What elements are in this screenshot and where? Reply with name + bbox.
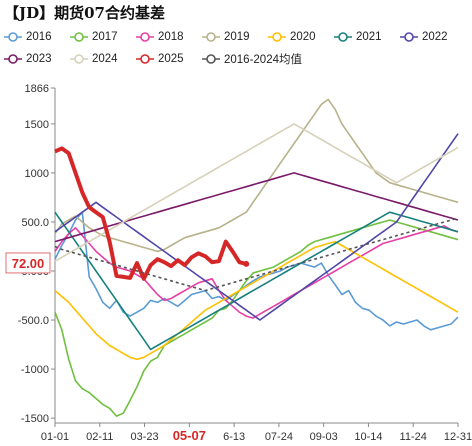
legend-label: 2025 <box>158 53 184 65</box>
legend-label: 2016-2024均值 <box>224 54 302 66</box>
legend-label: 2016 <box>26 31 52 43</box>
legend-swatch-icon <box>202 32 220 42</box>
series-line-2020 <box>54 240 459 361</box>
legend: 2016 2017 2018 2019 2020 2021 2022 2023 2024 2025… <box>0 28 472 74</box>
legend-item[interactable]: 2023 <box>4 50 52 68</box>
series-line-2016-2024均值 <box>54 217 459 292</box>
legend-item[interactable]: 2025 <box>136 50 184 68</box>
y-tick-label: -1500 <box>21 413 49 425</box>
x-tick-label: 02-11 <box>86 431 113 443</box>
series-line-2024 <box>54 123 459 262</box>
series-line-2019 <box>54 98 459 253</box>
x-tick-label: 11-24 <box>400 431 427 443</box>
x-tick-label: 01-01 <box>41 431 69 443</box>
legend-label: 2020 <box>290 31 316 43</box>
legend-label: 2023 <box>26 53 52 65</box>
latest-value-label: 72.00 <box>12 256 45 271</box>
legend-label: 2021 <box>356 31 382 43</box>
legend-label: 2018 <box>158 31 184 43</box>
legend-swatch-icon <box>268 32 286 42</box>
y-tick-label: -1000 <box>21 364 49 376</box>
legend-swatch-icon <box>70 32 88 42</box>
legend-swatch-icon <box>70 54 88 64</box>
legend-label: 2024 <box>92 53 118 65</box>
legend-swatch-icon <box>202 54 220 64</box>
y-tick-label: 1866 <box>25 83 49 95</box>
legend-label: 2022 <box>422 31 448 43</box>
x-tick-label: 03-23 <box>130 431 158 443</box>
legend-item[interactable]: 2022 <box>400 28 448 46</box>
legend-item[interactable]: 2021 <box>334 28 382 46</box>
series-line-2025 <box>54 146 247 281</box>
x-tick-label: 12-31 <box>444 431 472 443</box>
series-line-2016 <box>54 211 459 331</box>
legend-item[interactable]: 2024 <box>70 50 118 68</box>
legend-swatch-icon <box>136 32 154 42</box>
x-tick-label: 07-24 <box>265 431 293 443</box>
legend-swatch-icon <box>334 32 352 42</box>
latest-value-box <box>5 252 51 274</box>
y-tick-label: 1500 <box>25 119 49 131</box>
y-tick-label: -500.0 <box>18 315 49 327</box>
series-line-2017 <box>54 219 459 417</box>
chart-title: 【JD】期货07合约基差 <box>4 4 165 22</box>
series-line-2023 <box>54 172 459 243</box>
legend-item[interactable]: 2019 <box>202 28 250 46</box>
legend-item[interactable]: 2020 <box>268 28 316 46</box>
legend-item[interactable]: 2016 <box>4 28 52 46</box>
x-tick-label: 05-07 <box>173 428 206 443</box>
x-tick-label: 09-03 <box>310 431 338 443</box>
legend-swatch-icon <box>4 32 22 42</box>
legend-swatch-icon <box>400 32 418 42</box>
legend-label: 2019 <box>224 31 250 43</box>
latest-point <box>243 260 250 267</box>
legend-swatch-icon <box>136 54 154 64</box>
legend-label: 2017 <box>92 31 118 43</box>
series-line-2022 <box>54 133 459 321</box>
legend-swatch-icon <box>4 54 22 64</box>
legend-item[interactable]: 2018 <box>136 28 184 46</box>
series-line-2018 <box>54 225 459 319</box>
y-tick-label: 1000 <box>25 168 49 180</box>
x-tick-label: 10-14 <box>354 431 382 443</box>
legend-item[interactable]: 2016-2024均值 <box>202 50 302 68</box>
y-tick-label: 500.0 <box>21 217 49 229</box>
x-tick-label: 6-13 <box>223 431 245 443</box>
series-line-2021 <box>54 211 459 351</box>
legend-item[interactable]: 2017 <box>70 28 118 46</box>
